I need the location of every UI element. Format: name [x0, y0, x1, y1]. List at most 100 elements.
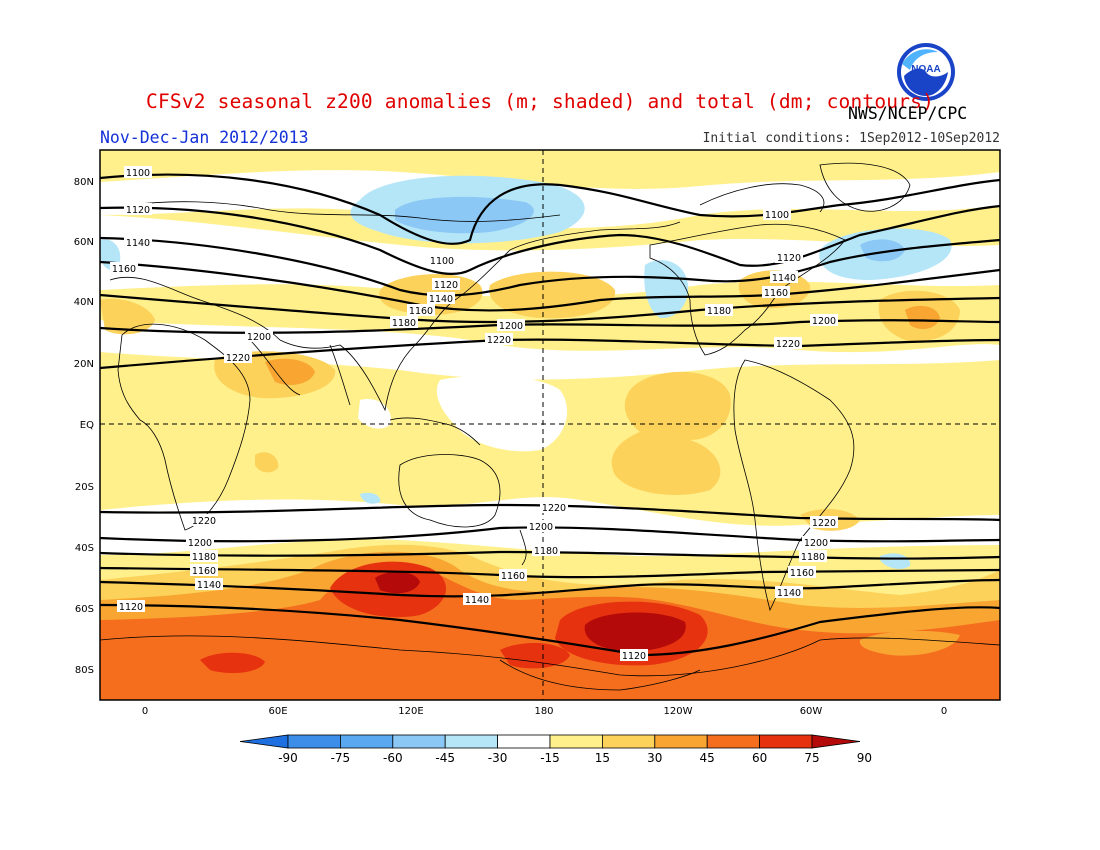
svg-text:1120: 1120	[622, 651, 646, 662]
contour-label-1220: 1220	[485, 333, 513, 346]
contour-1180-north	[100, 293, 1000, 324]
reference-lines	[100, 150, 1000, 700]
svg-text:1160: 1160	[409, 306, 433, 317]
colorbar-label: 45	[700, 751, 715, 765]
svg-text:1140: 1140	[429, 294, 453, 305]
contour-1220-south	[100, 503, 1000, 522]
contour-label-1200: 1200	[802, 536, 830, 549]
contour-1120-south	[100, 603, 1000, 657]
contour-label-1120: 1120	[620, 649, 648, 662]
figure-title: CFSv2 seasonal z200 anomalies (m; shaded…	[146, 90, 935, 113]
svg-text:1200: 1200	[247, 332, 271, 343]
contour-label-1180: 1180	[799, 550, 827, 563]
svg-text:1220: 1220	[192, 516, 216, 527]
colorbar-segment	[706, 734, 761, 749]
contour-1100-north	[100, 173, 1000, 245]
svg-text:1120: 1120	[126, 205, 150, 216]
contour-label-1160: 1160	[407, 304, 435, 317]
svg-text:1180: 1180	[392, 318, 416, 329]
contour-label-1220: 1220	[224, 351, 252, 364]
colorbar-segment	[602, 734, 656, 749]
colorbar-label: -90	[278, 751, 298, 765]
contour-label-1180: 1180	[390, 316, 418, 329]
svg-text:1180: 1180	[801, 552, 825, 563]
colorbar-segment	[339, 734, 394, 749]
contour-1140-north	[100, 236, 1000, 297]
svg-text:1100: 1100	[430, 256, 454, 267]
svg-text:1200: 1200	[804, 538, 828, 549]
svg-text:1180: 1180	[534, 546, 558, 557]
lat-label: 20N	[74, 359, 94, 370]
svg-text:1160: 1160	[501, 571, 525, 582]
lon-label: 60W	[800, 706, 823, 717]
colorbar-segment	[497, 734, 551, 749]
contour-1120-north	[100, 204, 1000, 275]
contour-label-1180: 1180	[532, 544, 560, 557]
colorbar-segment	[549, 734, 603, 749]
lon-label: 0	[142, 706, 148, 717]
lon-label: 0	[941, 706, 947, 717]
svg-text:1140: 1140	[777, 588, 801, 599]
colorbar-label: -30	[488, 751, 508, 765]
colorbar-label: 60	[752, 751, 767, 765]
contour-label-1120: 1120	[775, 251, 803, 264]
contour-label-1140: 1140	[770, 271, 798, 284]
contour-label-1140: 1140	[195, 578, 223, 591]
contour-label-1160: 1160	[762, 286, 790, 299]
contour-label-1200: 1200	[186, 536, 214, 549]
contour-label-1120: 1120	[117, 600, 145, 613]
contour-label-1200: 1200	[527, 520, 555, 533]
contour-label-1160: 1160	[499, 569, 527, 582]
contour-label-1220: 1220	[190, 514, 218, 527]
contour-labels: 1100 1120 1140 1160 1100 1120 1140 1160 …	[110, 166, 838, 662]
svg-text:1120: 1120	[777, 253, 801, 264]
colorbar-label: -45	[435, 751, 455, 765]
contour-label-1120: 1120	[432, 278, 460, 291]
contour-1160-south	[100, 566, 1000, 579]
latitude-axis: 80N 60N 40N 20N EQ 20S 40S 60S 80S	[74, 177, 94, 676]
initial-conditions: Initial conditions: 1Sep2012-10Sep2012	[702, 131, 1000, 146]
svg-text:1160: 1160	[790, 568, 814, 579]
lon-label: 60E	[268, 706, 287, 717]
svg-text:1140: 1140	[465, 595, 489, 606]
lat-label: EQ	[80, 420, 94, 431]
contour-label-1200: 1200	[497, 319, 525, 332]
lon-label: 120W	[664, 706, 693, 717]
svg-text:1200: 1200	[812, 316, 836, 327]
contour-label-1160: 1160	[110, 262, 138, 275]
map-frame	[99, 149, 1001, 701]
svg-text:1200: 1200	[529, 522, 553, 533]
colorbar-segment	[444, 734, 499, 749]
contour-label-1140: 1140	[775, 586, 803, 599]
colorbar-arrow-high	[811, 734, 861, 749]
svg-text:1200: 1200	[499, 321, 523, 332]
svg-text:1220: 1220	[542, 503, 566, 514]
contour-label-1160: 1160	[788, 566, 816, 579]
svg-text:1220: 1220	[487, 335, 511, 346]
agency-label: NWS/NCEP/CPC	[848, 104, 968, 123]
contour-1200-north	[100, 319, 1000, 334]
contour-label-1180: 1180	[705, 304, 733, 317]
contour-label-1220: 1220	[810, 516, 838, 529]
contour-label-1160: 1160	[190, 564, 218, 577]
lat-label: 60N	[74, 237, 94, 248]
svg-text:1140: 1140	[197, 580, 221, 591]
contour-label-1100: 1100	[763, 208, 791, 221]
contour-label-1180: 1180	[190, 550, 218, 563]
contour-1180-south	[100, 550, 1000, 560]
contour-label-1120: 1120	[124, 203, 152, 216]
contour-label-1200: 1200	[810, 314, 838, 327]
contour-1200-south	[100, 526, 1000, 543]
svg-text:1220: 1220	[776, 339, 800, 350]
svg-text:1160: 1160	[764, 288, 788, 299]
svg-text:1220: 1220	[226, 353, 250, 364]
svg-text:1220: 1220	[812, 518, 836, 529]
contour-1140-south	[100, 578, 1000, 598]
svg-text:1180: 1180	[707, 306, 731, 317]
colorbar-label: -15	[540, 751, 560, 765]
height-contours	[100, 173, 1000, 657]
contour-label-1140: 1140	[427, 292, 455, 305]
contour-1160-north	[100, 260, 1000, 312]
contour-label-1140: 1140	[463, 593, 491, 606]
lon-label: 180	[534, 706, 553, 717]
